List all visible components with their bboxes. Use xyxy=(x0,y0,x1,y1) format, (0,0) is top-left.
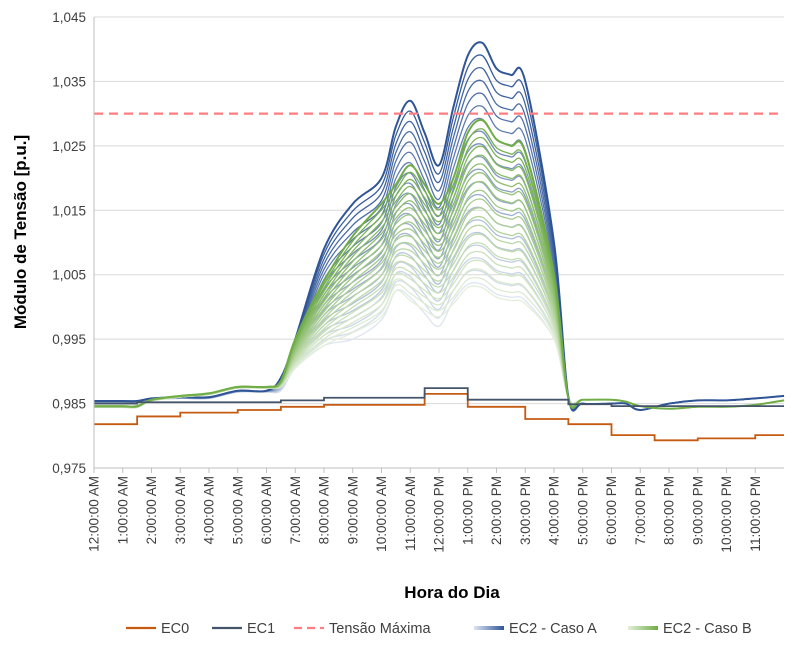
x-axis-title: Hora do Dia xyxy=(404,583,500,602)
legend-label: EC2 - Caso A xyxy=(509,621,597,637)
y-tick-label: 1,035 xyxy=(52,74,86,89)
x-tick-label: 1:00:00 PM xyxy=(460,476,475,545)
series-line xyxy=(94,118,785,410)
legend-label: Tensão Máxima xyxy=(329,621,431,637)
y-axis-title: Módulo de Tensão [p.u.] xyxy=(11,135,30,329)
x-tick-label: 9:00:00 PM xyxy=(690,476,705,545)
x-tick-label: 11:00:00 PM xyxy=(748,476,763,552)
x-tick-label: 2:00:00 PM xyxy=(489,476,504,545)
y-tick-label: 1,015 xyxy=(52,203,86,218)
x-tick-label: 5:00:00 PM xyxy=(575,476,590,545)
x-tick-label: 10:00:00 PM xyxy=(719,476,734,553)
y-tick-label: 0,985 xyxy=(52,397,86,412)
legend-label: EC1 xyxy=(247,621,275,637)
legend-swatch xyxy=(628,626,658,630)
series-line xyxy=(94,41,785,412)
y-tick-label: 1,045 xyxy=(52,10,86,25)
x-tick-label: 8:00:00 AM xyxy=(317,476,332,544)
x-tick-label: 5:00:00 AM xyxy=(230,476,245,544)
x-tick-label: 3:00:00 AM xyxy=(173,476,188,544)
x-tick-label: 4:00:00 PM xyxy=(547,476,562,545)
x-tick-label: 11:00:00 AM xyxy=(403,476,418,551)
x-tick-label: 12:00:00 AM xyxy=(87,476,102,552)
y-tick-label: 1,005 xyxy=(52,268,86,283)
series-line xyxy=(94,387,784,408)
x-tick-label: 6:00:00 PM xyxy=(604,476,619,545)
x-tick-label: 3:00:00 PM xyxy=(518,476,533,545)
y-tick-label: 0,995 xyxy=(52,332,86,347)
x-tick-label: 1:00:00 AM xyxy=(115,476,130,544)
x-tick-label: 12:00:00 PM xyxy=(432,476,447,553)
x-tick-label: 7:00:00 PM xyxy=(633,476,648,545)
y-tick-label: 1,025 xyxy=(52,139,86,154)
x-tick-label: 8:00:00 PM xyxy=(662,476,677,545)
axes: 0,975 0,985 0,995 1,005 1,015 1,025 1,035 1,045… xyxy=(52,10,784,553)
x-tick-label: 10:00:00 AM xyxy=(374,476,389,552)
y-tick-label: 0,975 xyxy=(52,461,86,476)
series-layer xyxy=(93,41,785,442)
legend: EC0 EC1 Tensão Máxima EC2 - Caso A EC2 - Cas… xyxy=(126,621,752,637)
x-tick-label: 7:00:00 AM xyxy=(288,476,303,544)
legend-label: EC2 - Caso B xyxy=(663,621,752,637)
x-tick-label: 9:00:00 AM xyxy=(345,476,360,544)
x-tick-label: 2:00:00 AM xyxy=(144,476,159,544)
x-tick-label: 4:00:00 AM xyxy=(202,476,217,544)
legend-swatch xyxy=(474,626,504,630)
x-tick-label: 6:00:00 AM xyxy=(259,476,274,544)
legend-label: EC0 xyxy=(161,621,189,637)
